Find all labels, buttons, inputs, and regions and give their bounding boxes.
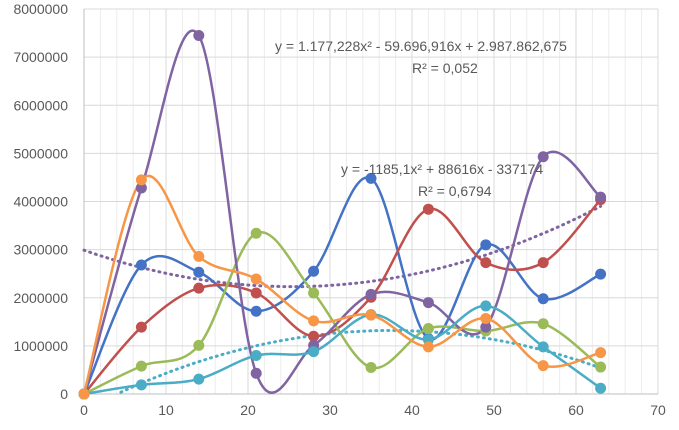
x-tick-label: 0 [80, 402, 88, 418]
trendline-equation-2: y = -1185,1x² + 88616x - 337174 [341, 161, 543, 177]
x-tick-label: 70 [650, 402, 666, 418]
series-5-point [250, 350, 262, 361]
series-1-point [595, 268, 607, 280]
series-3-point [135, 360, 147, 372]
trendline-1 [82, 204, 603, 289]
series-5-point [595, 382, 607, 394]
y-tick-label: 4000000 [13, 194, 68, 210]
series-6-point [480, 312, 492, 324]
trendline-equation-1: y = 1.177,228x² - 59.696,916x + 2.987.86… [275, 38, 567, 54]
series-5-line [83, 304, 602, 396]
x-tick-label: 50 [486, 402, 502, 418]
series-4-point [193, 29, 205, 41]
y-tick-label: 5000000 [13, 145, 68, 161]
series-5-point [193, 373, 205, 385]
series-1-point [365, 172, 377, 184]
series-2-line [83, 198, 602, 395]
series-3-point [308, 287, 320, 299]
series-1-line [82, 176, 602, 395]
series-markers [78, 29, 607, 400]
series-1-point [308, 265, 320, 277]
series-6-point [537, 360, 549, 372]
series-3-point [365, 362, 377, 374]
series-2-point [250, 287, 262, 299]
series-2-point [537, 257, 549, 269]
y-tick-label: 2000000 [13, 290, 68, 306]
x-tick-label: 10 [158, 402, 174, 418]
series-2-point [480, 257, 492, 269]
x-tick-label: 30 [322, 402, 338, 418]
series-1-point [193, 266, 205, 278]
series-5-point [135, 379, 147, 391]
series-4-point [537, 151, 549, 163]
trendline-2 [119, 329, 603, 394]
series-6-point [193, 250, 205, 262]
series-5-point [308, 346, 320, 358]
series-6-point [135, 174, 147, 186]
series-2-point [308, 330, 320, 342]
series-5-point [537, 341, 549, 353]
series-6-point [308, 315, 320, 327]
series-3-point [193, 339, 205, 351]
x-tick-label: 40 [404, 402, 420, 418]
series-2-point [422, 203, 434, 215]
annotations: y = 1.177,228x² - 59.696,916x + 2.987.86… [275, 38, 567, 199]
series-4-point [365, 288, 377, 300]
series-4-point [595, 191, 607, 203]
y-tick-label: 6000000 [13, 97, 68, 113]
series-1-point [537, 293, 549, 305]
series-5-point [480, 300, 492, 312]
series-6-point [422, 341, 434, 353]
series-lines [82, 29, 602, 396]
y-tick-label: 7000000 [13, 49, 68, 65]
series-2-point [135, 321, 147, 333]
series-4-point [135, 182, 147, 194]
series-2-point [193, 282, 205, 294]
series-6-point [250, 273, 262, 285]
trendline-r2-2: R² = 0,6794 [418, 183, 492, 199]
series-4-point [480, 321, 492, 333]
series-3-point [595, 361, 607, 373]
series-6-point [78, 388, 90, 400]
series-6-point [365, 309, 377, 321]
series-3-line [83, 230, 602, 396]
axes: 0 10 20 30 40 50 60 70 0 1000000 2000000 3000000 400… [13, 1, 666, 418]
series-1-point [135, 259, 147, 271]
trendline-r2-1: R² = 0,052 [412, 60, 478, 76]
series-1-point [250, 305, 262, 317]
series-6-point [595, 347, 607, 359]
series-1-point [480, 239, 492, 251]
series-4-point [250, 367, 262, 379]
y-tick-label: 0 [60, 386, 68, 402]
x-tick-label: 60 [568, 402, 584, 418]
y-tick-label: 1000000 [13, 338, 68, 354]
series-4-point [422, 297, 434, 309]
y-tick-label: 3000000 [13, 242, 68, 258]
y-tick-label: 8000000 [13, 1, 68, 17]
series-3-point [422, 323, 434, 335]
series-3-point [537, 318, 549, 330]
x-tick-label: 20 [240, 402, 256, 418]
series-3-point [250, 227, 262, 239]
trendlines [82, 204, 603, 394]
series-4-line [82, 29, 602, 395]
